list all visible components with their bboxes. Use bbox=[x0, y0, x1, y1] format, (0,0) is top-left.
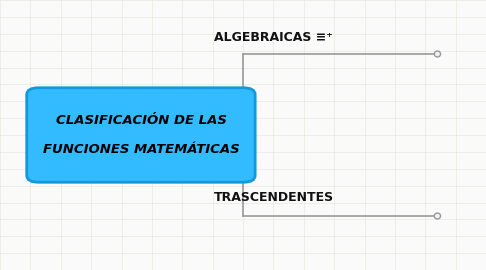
Ellipse shape bbox=[434, 51, 440, 57]
FancyBboxPatch shape bbox=[27, 88, 255, 182]
Text: FUNCIONES MATEMÁTICAS: FUNCIONES MATEMÁTICAS bbox=[43, 143, 239, 156]
Text: TRASCENDENTES: TRASCENDENTES bbox=[214, 191, 334, 204]
Text: ALGEBRAICAS ≡⁺: ALGEBRAICAS ≡⁺ bbox=[214, 31, 333, 44]
Ellipse shape bbox=[434, 213, 440, 219]
Text: CLASIFICACIÓN DE LAS: CLASIFICACIÓN DE LAS bbox=[55, 114, 226, 127]
